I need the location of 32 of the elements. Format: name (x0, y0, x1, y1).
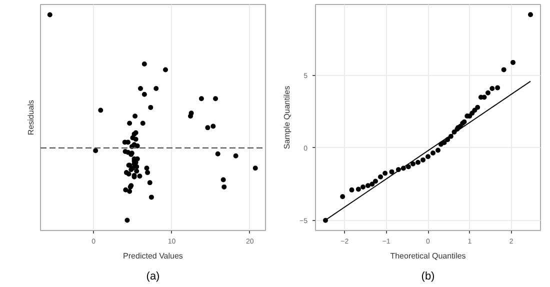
point (360, 184, 366, 190)
point (373, 178, 378, 184)
point (475, 104, 480, 110)
x-axis-title: Predicted Values (123, 252, 183, 260)
point (501, 67, 506, 72)
point (478, 94, 484, 100)
point (389, 169, 394, 174)
point (510, 60, 516, 65)
point (366, 183, 370, 188)
point (430, 150, 436, 156)
point (426, 154, 430, 160)
point (323, 218, 328, 223)
point (378, 174, 383, 180)
text: (b) (421, 270, 435, 282)
y-axis-title: Residuals (26, 100, 36, 136)
point (436, 148, 440, 153)
point (356, 186, 361, 192)
point (416, 160, 420, 165)
point (382, 170, 388, 176)
point (486, 90, 490, 96)
point (349, 187, 354, 192)
x-axis-title: Theoretical Quantiles (390, 252, 466, 260)
point (370, 182, 375, 187)
point (420, 157, 426, 162)
text: (a) (146, 270, 160, 282)
point (406, 164, 411, 170)
point (490, 86, 495, 92)
point (410, 161, 416, 166)
y-axis-title: Sample Quantiles (282, 86, 292, 150)
point (340, 194, 346, 200)
point (528, 12, 533, 18)
point (495, 85, 500, 90)
